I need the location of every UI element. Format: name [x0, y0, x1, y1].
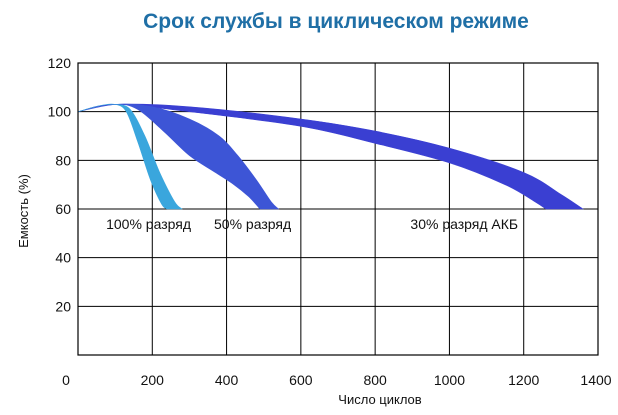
x-tick-label-4: 800 [363, 372, 387, 388]
y-tick-label-0: 20 [55, 298, 71, 314]
y-tick-label-3: 80 [55, 152, 71, 168]
x-tick-label-2: 400 [215, 372, 239, 388]
x-tick-label-1: 200 [141, 372, 165, 388]
x-tick-label-0: 0 [62, 372, 70, 388]
x-axis-ticks: 0 200 400 600 800 1000 1200 1400 [62, 372, 612, 388]
chart-title: Срок службы в циклическом режиме [143, 10, 529, 33]
y-axis-label: Емкость (%) [16, 174, 31, 248]
x-tick-label-7: 1400 [580, 372, 611, 388]
x-axis-label: Число циклов [338, 392, 422, 407]
y-tick-label-5: 120 [48, 55, 72, 71]
annotation-label-2: 30% разряд АКБ [410, 216, 518, 232]
plot-frame-rect [77, 62, 599, 356]
series-band-1 [77, 103, 280, 210]
x-tick-label-3: 600 [289, 372, 313, 388]
x-tick-label-5: 1000 [434, 372, 465, 388]
x-tick-label-6: 1200 [508, 372, 539, 388]
y-tick-label-2: 60 [55, 201, 71, 217]
y-tick-label-1: 40 [55, 250, 71, 266]
chart-series-bands [77, 103, 585, 210]
series-band-0 [77, 103, 183, 210]
y-axis-ticks: 20 40 60 80 100 120 [48, 55, 72, 314]
chart-annotations: 100% разряд 50% разряд 30% разряд АКБ [106, 216, 518, 232]
annotation-label-0: 100% разряд [106, 216, 191, 232]
annotation-label-1: 50% разряд [214, 216, 291, 232]
series-band-2 [77, 103, 585, 210]
chart-plot-frame [77, 62, 599, 356]
y-tick-label-4: 100 [48, 104, 72, 120]
